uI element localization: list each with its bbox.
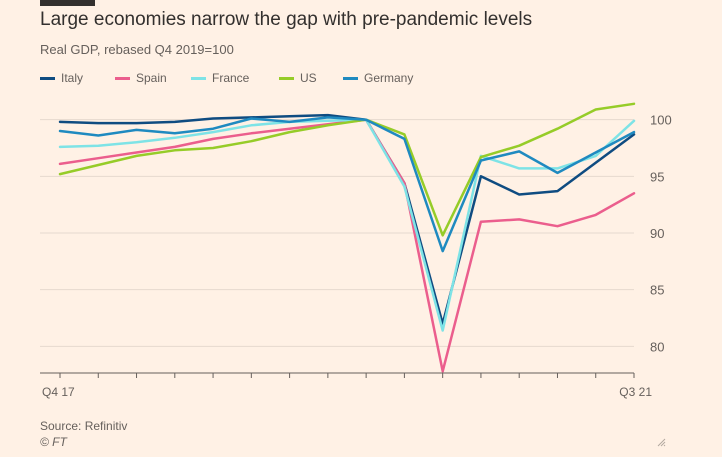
y-tick-label-85: 85 [650, 283, 664, 298]
legend-item-germany: Germany [343, 70, 413, 86]
x-tick-label-first: Q4 17 [42, 385, 75, 399]
series-line-italy [58, 113, 636, 325]
legend-item-spain: Spain [115, 70, 167, 86]
legend-label-france: France [212, 71, 250, 85]
legend-item-france: France [191, 70, 249, 86]
series-line-us [58, 102, 636, 237]
legend-label-italy: Italy [61, 71, 84, 85]
legend-swatch-germany [343, 76, 358, 80]
chart-title: Large economies narrow the gap with pre-… [40, 9, 533, 30]
legend-label-spain: Spain [136, 71, 167, 85]
source-note: Source: Refinitiv [40, 419, 128, 433]
series-line-france [58, 118, 636, 332]
legend-item-italy: Italy [40, 70, 83, 86]
series-line-spain [58, 118, 636, 373]
legend-swatch-us [279, 76, 294, 80]
legend-label-us: US [300, 71, 317, 85]
legend-swatch-france [191, 76, 206, 80]
y-tick-label-90: 90 [650, 226, 664, 241]
legend-label-germany: Germany [364, 71, 414, 85]
y-tick-label-95: 95 [650, 169, 664, 184]
resize-corner-icon[interactable] [657, 438, 666, 447]
chart-subtitle: Real GDP, rebased Q4 2019=100 [40, 42, 234, 57]
legend-swatch-spain [115, 76, 130, 80]
series-line-germany [58, 116, 636, 253]
legend-item-us: US [279, 70, 317, 86]
top-accent-bar [40, 0, 95, 6]
x-tick-label-last: Q3 21 [619, 385, 652, 399]
legend-swatch-italy [40, 76, 55, 80]
credit-note: © FT [40, 435, 67, 449]
y-tick-label-80: 80 [650, 339, 664, 354]
y-tick-label-100: 100 [650, 113, 672, 128]
